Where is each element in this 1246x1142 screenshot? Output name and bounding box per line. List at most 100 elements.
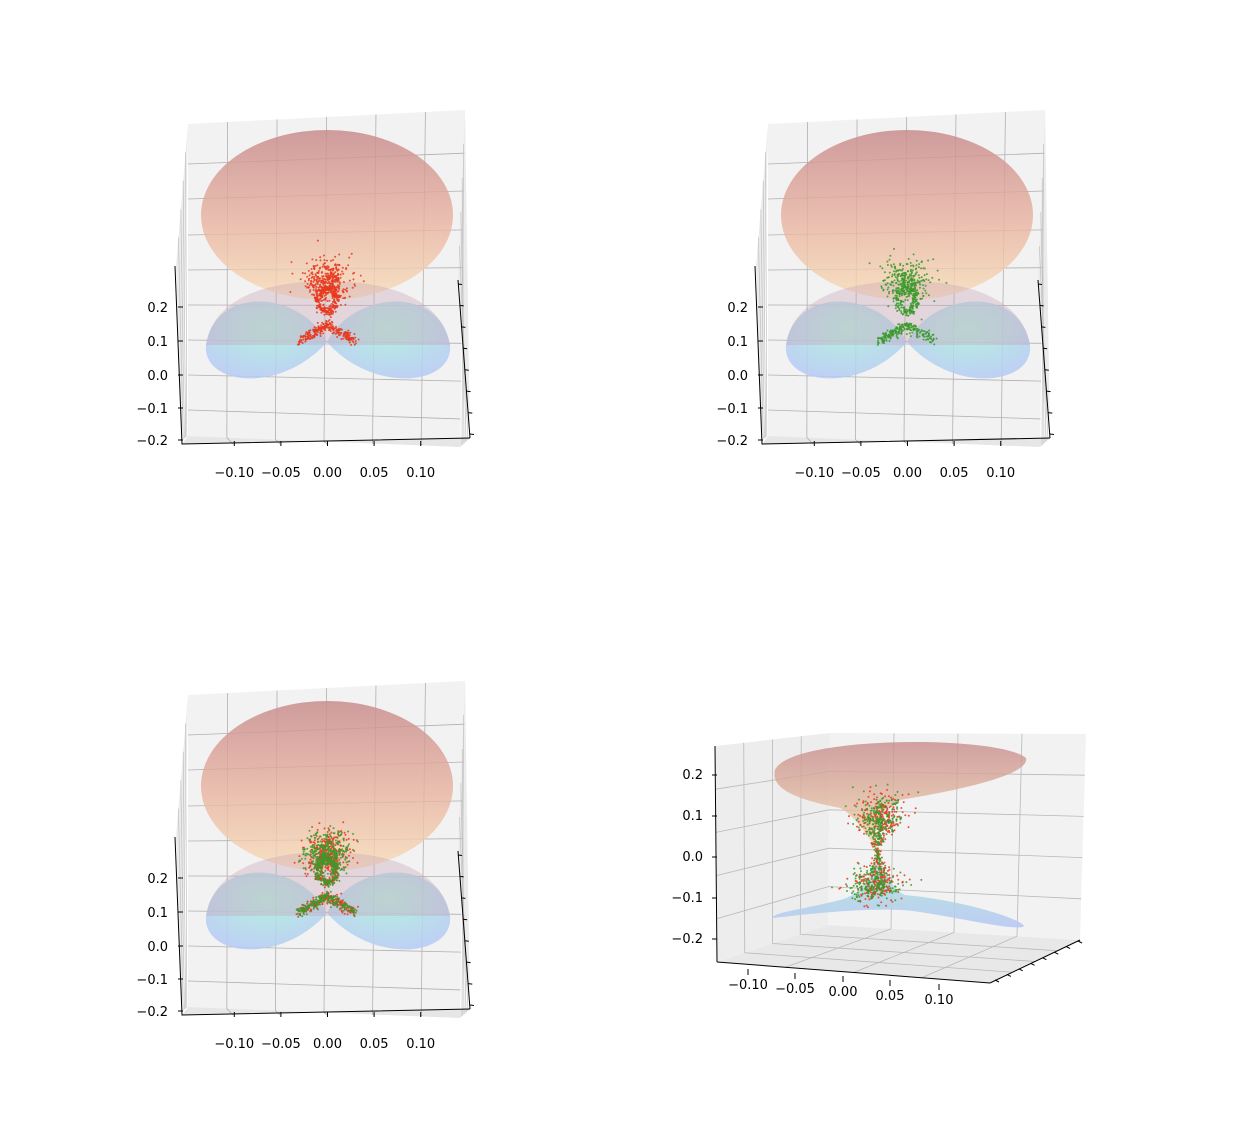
scatter-point [901, 290, 904, 293]
scatter-point [310, 279, 313, 282]
y-tick-mark [1077, 940, 1083, 944]
scatter-point [854, 875, 857, 877]
x-tick-label: −0.05 [775, 982, 815, 997]
scatter-point [332, 280, 335, 283]
scatter-point [868, 827, 871, 830]
scatter-point [323, 863, 326, 866]
scatter-point [311, 846, 314, 849]
scatter-point [331, 302, 334, 305]
scatter-point [844, 805, 847, 808]
scatter-point [928, 334, 931, 337]
scatter-point [332, 325, 334, 328]
scatter-point [857, 820, 860, 823]
scatter-point [319, 331, 322, 334]
subplot-bottom-right: −0.10 −0.05 0.00 0.05 0.10 −0.2−0.10.00.10.2 [671, 733, 1086, 1008]
scatter-point [901, 323, 904, 326]
scatter-point [348, 338, 351, 341]
scatter-point [866, 807, 868, 810]
scatter-point [924, 332, 927, 335]
scatter-point [877, 822, 880, 825]
scatter-point [907, 826, 910, 829]
scatter-point [896, 790, 899, 793]
scatter-point [306, 331, 309, 334]
grid-line-left [762, 180, 766, 438]
scatter-point [341, 899, 344, 902]
scatter-point [326, 872, 329, 875]
scatter-point [920, 267, 923, 270]
scatter-point [313, 335, 316, 337]
scatter-point [886, 881, 889, 884]
upper-surface [201, 130, 453, 300]
scatter-point [875, 820, 878, 823]
scatter-point [328, 899, 330, 901]
scatter-point [898, 280, 901, 283]
scatter-point [897, 888, 900, 891]
scatter-point [302, 336, 304, 339]
scatter-point [332, 845, 335, 848]
scatter-point [332, 294, 334, 297]
scatter-point [342, 291, 345, 294]
scatter-point [916, 336, 919, 339]
scatter-point [852, 890, 855, 893]
scatter-point [330, 843, 333, 846]
scatter-point [869, 831, 872, 834]
scatter-point [860, 880, 863, 882]
scatter-point [873, 798, 876, 801]
scatter-point [316, 908, 319, 911]
scatter-point [870, 878, 873, 880]
scatter-point [328, 319, 331, 321]
scatter-point [341, 266, 344, 269]
scatter-point [865, 818, 868, 821]
upper-sheet [774, 742, 1027, 852]
scatter-point [306, 853, 309, 856]
scatter-point [902, 264, 905, 267]
scatter-point [322, 871, 325, 874]
scatter-point [346, 863, 349, 866]
y-tick-mark [469, 1004, 475, 1006]
scatter-point [887, 829, 890, 832]
scatter-point [325, 838, 328, 841]
scatter-point [888, 889, 891, 892]
scatter-point [877, 879, 879, 882]
scatter-point [315, 861, 318, 864]
scatter-point [332, 842, 335, 845]
scatter-point [325, 881, 327, 884]
scatter-point [311, 903, 314, 906]
scatter-point [349, 851, 352, 854]
scatter-point [867, 795, 870, 798]
scatter-point [882, 862, 885, 865]
scatter-point [307, 279, 310, 282]
scatter-point [325, 894, 328, 896]
grid-line-floor [903, 441, 908, 445]
scatter-point [320, 329, 323, 332]
scatter-point [882, 879, 885, 882]
scatter-point [901, 267, 904, 270]
scatter-point [854, 882, 857, 885]
scatter-point [896, 310, 899, 312]
scatter-point [873, 840, 876, 843]
scatter-point [339, 332, 342, 334]
scatter-point [898, 329, 901, 332]
scatter-point [335, 305, 338, 308]
scatter-point [863, 811, 866, 814]
scatter-point [303, 848, 306, 851]
scatter-point [336, 902, 339, 905]
scatter-point [892, 270, 895, 273]
axis-line-right [457, 850, 471, 1010]
scatter-point [339, 276, 342, 279]
scatter-point [351, 337, 354, 340]
scatter-point [907, 276, 910, 279]
lower-sheet [772, 852, 1024, 928]
scatter-point [866, 894, 869, 897]
scatter-point [883, 878, 886, 881]
scatter-point [895, 819, 898, 822]
scatter-point [916, 305, 918, 308]
scatter-point [876, 832, 878, 835]
scatter-point [318, 851, 321, 854]
scatter-point [316, 271, 319, 274]
scatter-point [879, 853, 881, 856]
scatter-point [891, 830, 894, 833]
y-tick-mark [459, 875, 464, 878]
scatter-point [938, 278, 940, 281]
scatter-point [331, 896, 334, 899]
